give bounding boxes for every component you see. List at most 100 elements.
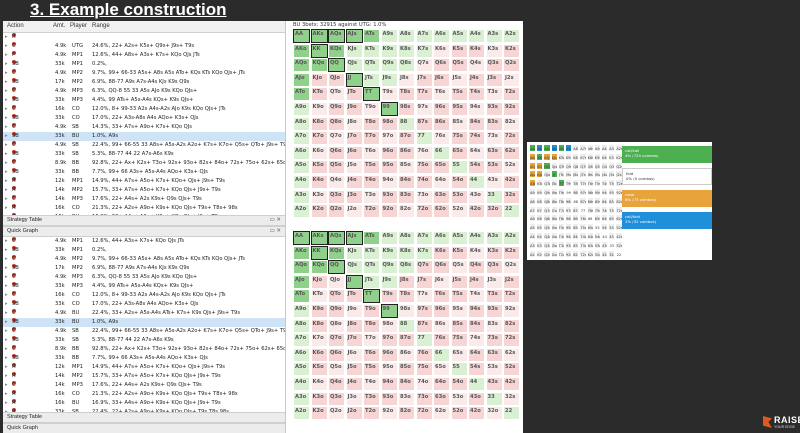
hand-cell[interactable]: K9o — [310, 304, 328, 318]
hand-cell[interactable]: T6o — [363, 145, 380, 160]
hand-cell[interactable]: 54o — [450, 175, 468, 189]
hand-cell[interactable]: K8o — [310, 318, 328, 333]
hand-cell[interactable]: A2o — [293, 204, 310, 219]
hand-cell[interactable]: Q5s — [450, 260, 468, 275]
hand-cell[interactable]: 98s — [398, 304, 415, 318]
hand-cell[interactable]: 62s — [503, 145, 520, 160]
hand-cell[interactable]: J3o — [345, 391, 363, 406]
table-row[interactable]: ▸ 3B 17k MP2 6.9%, 88-77 A9s A7s-A4s KJs K9s… — [5, 264, 190, 271]
hand-cell[interactable]: A9o — [293, 304, 310, 318]
expand-arrow-icon[interactable]: ▸ — [5, 160, 8, 166]
hand-cell[interactable]: KQo — [310, 260, 328, 275]
table-row[interactable]: ▸ 3B 33k CO 17.0%, 22+ A3s-A8s A4s AQo+ K3s+… — [5, 300, 199, 307]
table-row[interactable]: ▸ C 4.9k MP2 9.7%, 99+ 66-33 A5s+ A8s A5s AT… — [5, 69, 245, 76]
hand-cell[interactable]: J3s — [485, 274, 503, 289]
hand-cell[interactable]: 74o — [415, 175, 433, 189]
hand-cell[interactable]: J3o — [345, 189, 363, 204]
hand-cell[interactable]: KK — [310, 245, 328, 260]
hand-cell[interactable]: 73s — [485, 333, 503, 348]
hand-cell[interactable]: JTo — [345, 289, 363, 304]
hand-cell[interactable]: K3o — [310, 391, 328, 406]
hand-cell[interactable]: T9o — [363, 304, 380, 318]
hand-cell[interactable]: 75o — [415, 362, 433, 377]
expand-arrow-icon[interactable]: ▸ — [5, 187, 8, 193]
expand-arrow-icon[interactable]: ▸ — [5, 151, 8, 157]
hand-cell[interactable]: T4o — [363, 377, 380, 391]
hand-cell[interactable]: Q8o — [328, 116, 345, 131]
hand-cell[interactable]: 53s — [485, 160, 503, 175]
hand-cell[interactable]: KQs — [328, 245, 345, 260]
hand-cell[interactable]: 73o — [415, 189, 433, 204]
header-amount[interactable]: Amt. — [53, 23, 66, 29]
hand-cell[interactable]: A8s — [398, 231, 415, 245]
expand-arrow-icon[interactable]: ▸ — [5, 256, 8, 262]
hand-cell[interactable]: Q9s — [380, 58, 398, 73]
strategy-table-bar[interactable]: Strategy Table ▭ ✕ — [3, 215, 285, 226]
hand-cell[interactable]: 87o — [398, 333, 415, 348]
hand-cell[interactable]: T7s — [415, 289, 433, 304]
table-row[interactable]: ▸ 3B 33k BU 1.0%, A9s — [3, 318, 285, 327]
header-player[interactable]: Player — [70, 23, 88, 29]
hand-cell[interactable]: J7s — [415, 72, 433, 87]
hand-cell[interactable]: QQ — [328, 260, 345, 275]
hand-cell[interactable]: 64o — [433, 175, 450, 189]
hand-cell[interactable]: Q9s — [380, 260, 398, 275]
hand-cell[interactable]: T7o — [363, 131, 380, 146]
hand-cell[interactable]: 53o — [450, 391, 468, 406]
expand-arrow-icon[interactable]: ▸ — [5, 97, 8, 103]
hand-cell[interactable]: KTo — [310, 289, 328, 304]
hand-cell[interactable]: T8o — [363, 116, 380, 131]
table-row[interactable]: ▸ C 14k MP3 17.6%, 22+ A4s+ A2s K9s+ Q9s QJs… — [5, 195, 202, 202]
hand-cell[interactable]: 87s — [415, 318, 433, 333]
hand-cell[interactable]: 63o — [433, 189, 450, 204]
strategy-table-bar-2[interactable]: Strategy Table — [3, 412, 285, 423]
hand-cell[interactable]: AJo — [293, 274, 310, 289]
hand-cell[interactable]: ATs — [363, 231, 380, 245]
hand-cell[interactable]: A4o — [293, 377, 310, 391]
hand-cell[interactable]: J5s — [450, 274, 468, 289]
hand-cell[interactable]: 64s — [468, 145, 485, 160]
hand-cell[interactable]: Q4s — [468, 260, 485, 275]
table-row[interactable]: ▸ C 4.9k UTG 24.6%, 22+ A2s+ K5s+ Q9s+ J9s+ … — [5, 42, 195, 49]
hand-cell[interactable]: T8o — [363, 318, 380, 333]
hand-cell[interactable]: 88 — [398, 318, 415, 333]
table-row[interactable]: ▸ 3B 33k MP3 4.4%, 99 ATs+ A5s-A4s KQs+ K9s … — [5, 96, 194, 103]
expand-arrow-icon[interactable]: ▸ — [5, 355, 8, 361]
hand-cell[interactable]: JTs — [363, 274, 380, 289]
expand-arrow-icon[interactable]: ▸ — [5, 196, 8, 202]
expand-arrow-icon[interactable]: ▸ — [5, 52, 8, 58]
expand-arrow-icon[interactable]: ▸ — [5, 391, 8, 397]
hand-cell[interactable]: AKs — [310, 29, 328, 43]
hand-cell[interactable]: K7s — [415, 245, 433, 260]
hand-cell[interactable]: A2s — [503, 231, 520, 245]
hand-cell[interactable]: K7o — [310, 333, 328, 348]
expand-arrow-icon[interactable]: ▸ — [5, 382, 8, 388]
hand-cell[interactable]: 77 — [415, 131, 433, 146]
hand-cell[interactable]: 76o — [415, 347, 433, 362]
hand-cell[interactable]: 62o — [433, 406, 450, 421]
hand-cell[interactable]: 82s — [503, 318, 520, 333]
expand-arrow-icon[interactable]: ▸ — [5, 88, 8, 94]
hand-cell[interactable]: 94s — [468, 102, 485, 116]
hand-cell[interactable]: J6o — [345, 145, 363, 160]
hand-cell[interactable]: Q6o — [328, 145, 345, 160]
table-row[interactable]: ▸ 3B 33k BB 7.7%, 99+ 66 A3s+ A5s-A4s AQo+ K… — [5, 168, 208, 175]
hand-cell[interactable]: Q2s — [503, 58, 520, 73]
hand-cell[interactable]: J4s — [468, 72, 485, 87]
hand-cell[interactable]: A5o — [293, 160, 310, 175]
hand-cell[interactable]: J8s — [398, 72, 415, 87]
expand-arrow-icon[interactable]: ▸ — [5, 337, 8, 343]
hand-cell[interactable]: Q8s — [398, 260, 415, 275]
hand-cell[interactable]: T8s — [398, 87, 415, 102]
hand-cell[interactable]: A7o — [293, 333, 310, 348]
hand-cell[interactable]: 66 — [433, 347, 450, 362]
table-row[interactable]: ▸ R 14k MP2 15.7%, 33+ A7s+ A5o+ K7s+ KQo QJ… — [5, 186, 221, 193]
expand-arrow-icon[interactable]: ▸ — [5, 283, 8, 289]
table-row[interactable]: ▸ 3B 33k MP3 4.4%, 99 ATs+ A5s-A4s KQs+ K9s … — [5, 282, 194, 289]
expand-arrow-icon[interactable]: ▸ — [5, 133, 8, 139]
hand-cell[interactable]: 52o — [450, 204, 468, 219]
hand-cell[interactable]: 44 — [468, 175, 485, 189]
hand-cell[interactable]: AJs — [345, 29, 363, 43]
hand-cell[interactable]: A2s — [503, 29, 520, 43]
expand-arrow-icon[interactable]: ▸ — [5, 310, 8, 316]
